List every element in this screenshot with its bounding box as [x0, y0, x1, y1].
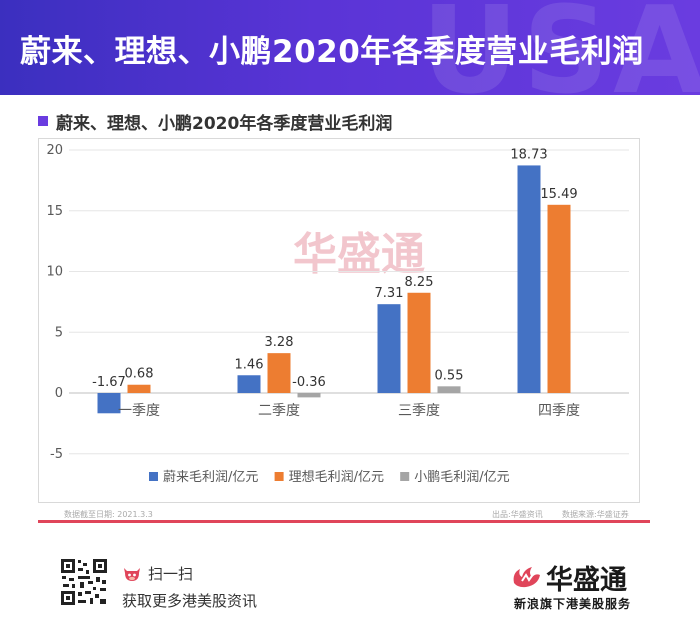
- brand-name: 华盛通: [546, 565, 627, 596]
- data-label: 0.68: [125, 367, 154, 382]
- heading-marker: [38, 116, 48, 126]
- y-tick-label: 15: [46, 204, 63, 219]
- bull-mascot-icon: [124, 567, 140, 581]
- page-title: 蔚来、理想、小鹏2020年各季度营业毛利润: [20, 34, 644, 70]
- data-label: -0.36: [292, 375, 326, 390]
- legend-label: 理想毛利润/亿元: [289, 469, 384, 485]
- brand-logo-icon: [513, 567, 540, 588]
- x-tick-label: 四季度: [538, 403, 580, 419]
- legend-label: 蔚来毛利润/亿元: [163, 470, 258, 485]
- bar: [517, 165, 541, 393]
- data-label: 0.55: [435, 368, 464, 383]
- bar: [127, 384, 151, 393]
- date-note: 数据截至日期: 2021.3.3: [64, 510, 153, 519]
- brand-subtitle: 新浪旗下港美股服务: [514, 597, 632, 611]
- source-note: 出品:华盛资讯: [492, 510, 543, 519]
- banner-decor-text: USA: [421, 0, 700, 95]
- data-label: 15.49: [540, 187, 577, 202]
- x-tick-label: 二季度: [258, 403, 300, 419]
- scan-row: 扫一扫: [122, 563, 193, 584]
- data-label: 1.46: [235, 357, 264, 372]
- bar-chart: 华盛通 -5 0 5 10 15 20 -1.670.68 一季度 1.463.28 -0.36 二季…: [46, 143, 629, 485]
- footer-divider: [38, 520, 650, 523]
- bar: [407, 292, 431, 393]
- qr-code-icon: [60, 558, 108, 606]
- scan-label: 扫一扫: [148, 565, 194, 583]
- chart-heading-row: 蔚来、理想、小鹏2020年各季度营业毛利润: [38, 108, 392, 134]
- legend-label: 小鹏毛利润/亿元: [414, 470, 509, 485]
- data-label: 18.73: [510, 147, 547, 162]
- legend-swatch: [400, 472, 410, 481]
- data-label: 8.25: [405, 275, 434, 290]
- y-tick-label: 10: [46, 265, 63, 280]
- bar: [237, 375, 261, 393]
- chart-frame: 华盛通 -5 0 5 10 15 20 -1.67 0.68 一季度 1.46 3.28 -0.36 二季…: [38, 138, 640, 503]
- bar: [297, 393, 321, 398]
- data-label: 7.31: [375, 286, 404, 301]
- legend-swatch: [149, 472, 158, 481]
- watermark-text: 华盛通: [293, 229, 425, 280]
- bar: [267, 353, 291, 393]
- data-label: 3.28: [265, 335, 294, 350]
- x-tick-label: 三季度: [398, 403, 440, 419]
- bar: [97, 393, 121, 414]
- data-label: -1.67: [92, 375, 126, 390]
- more-info-label: 获取更多港美股资讯: [122, 592, 258, 610]
- legend-swatch: [274, 472, 284, 481]
- data-source-note: 数据来源:华盛证券: [562, 510, 629, 519]
- bar: [437, 386, 461, 393]
- y-tick-label: -5: [50, 447, 63, 462]
- bar: [547, 204, 571, 393]
- bar: [377, 304, 401, 393]
- x-tick-label: 一季度: [118, 403, 160, 419]
- header-banner: USA 蔚来、理想、小鹏2020年各季度营业毛利润: [0, 0, 700, 95]
- y-tick-label: 5: [55, 325, 63, 340]
- y-tick-label: 0: [55, 386, 63, 401]
- y-tick-label: 20: [46, 143, 63, 158]
- chart-heading: 蔚来、理想、小鹏2020年各季度营业毛利润: [56, 113, 393, 134]
